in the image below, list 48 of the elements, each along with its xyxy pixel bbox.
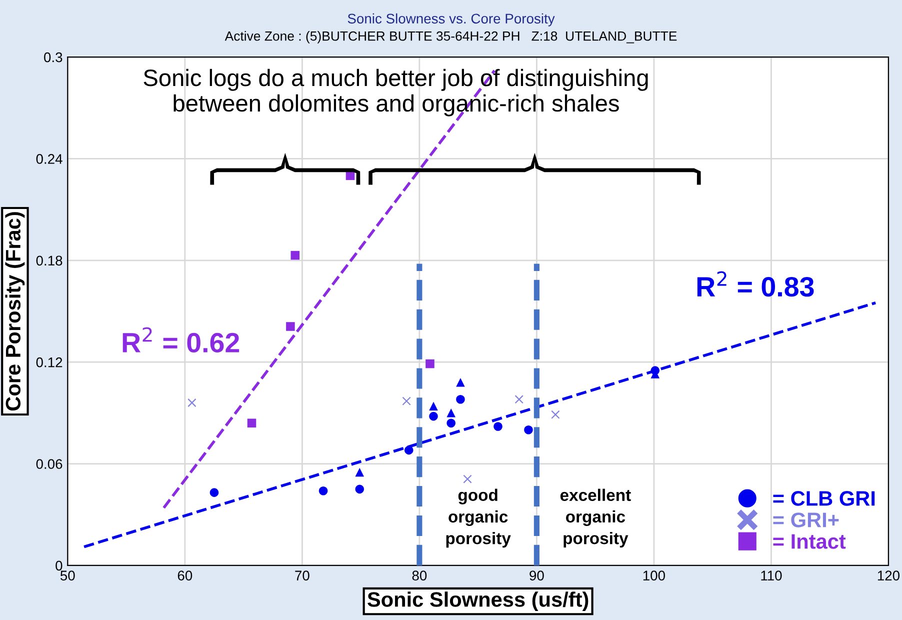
annotation: R$^{2}$ = 0.83 — [697, 271, 814, 297]
point — [446, 408, 456, 418]
y-tick-label: 0.12 — [36, 357, 62, 368]
legend-label: = CLB GRI — [773, 491, 875, 506]
chart-title: Sonic Slowness vs. Core Porosity — [348, 13, 555, 26]
point — [514, 395, 524, 404]
point — [247, 418, 256, 428]
x-tick-label: 50 — [60, 570, 75, 581]
x-tick-label: 120 — [878, 570, 900, 581]
point — [290, 250, 300, 260]
point — [456, 378, 465, 387]
x-tick-label: 80 — [412, 570, 427, 581]
point — [426, 359, 434, 368]
x-tick-label: 60 — [178, 570, 192, 581]
legend-label: = Intact — [773, 534, 846, 549]
point — [355, 484, 364, 494]
annotation: good organic porosity — [446, 488, 511, 548]
annotation: R$^{2}$ = 0.62 — [122, 327, 240, 353]
y-tick-label: 0.18 — [36, 256, 62, 266]
point — [494, 422, 502, 431]
annotation: Sonic logs do a much better job of distinguishing between dolomites and organic-rich shales — [144, 68, 648, 116]
y-tick-label: 0.3 — [44, 52, 62, 62]
legend-label: = GRI+ — [773, 512, 839, 528]
x-tick-label: 90 — [530, 570, 544, 581]
point — [402, 396, 411, 406]
point — [429, 402, 438, 411]
x-tick-label: 110 — [761, 570, 782, 581]
annotation: excellent organic porosity — [560, 488, 631, 548]
point — [456, 394, 465, 404]
y-axis-title: Core Porosity (Frac) — [5, 212, 25, 411]
point — [286, 322, 295, 331]
point — [355, 468, 364, 477]
x-tick-label: 100 — [643, 570, 665, 581]
point — [404, 446, 414, 455]
x-tick-label: 70 — [295, 570, 310, 581]
point — [318, 486, 328, 496]
point — [446, 418, 456, 428]
y-tick-label: 0 — [56, 560, 62, 571]
chart-subtitle: Active Zone : (5)BUTCHER BUTTE 35-64H-22 PH Z:18 UTELAND_BUTTE — [224, 31, 677, 44]
point — [188, 398, 196, 408]
point — [429, 412, 438, 421]
y-tick-label: 0.06 — [36, 459, 62, 469]
y-tick-label: 0.24 — [36, 154, 62, 164]
point — [463, 474, 472, 484]
point — [524, 425, 533, 434]
x-axis-title: Sonic Slowness (us/ft) — [368, 592, 588, 611]
point — [551, 410, 560, 419]
point — [210, 488, 219, 497]
